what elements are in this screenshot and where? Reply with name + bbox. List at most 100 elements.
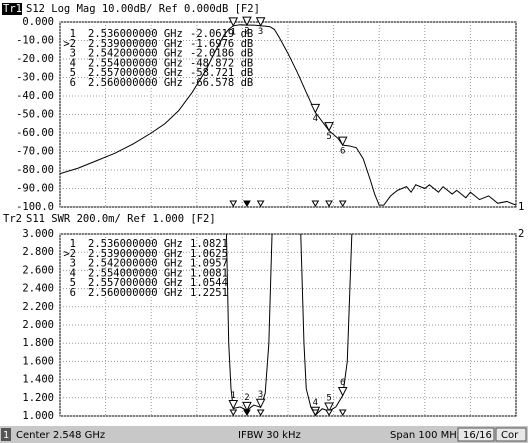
marker: [324, 402, 334, 413]
marker-table-freq: 2.560000000 GHz: [88, 77, 183, 89]
y-tick-label: 2.000: [22, 319, 54, 331]
marker-table-freq: 2.542000000 GHz: [88, 258, 183, 270]
marker-label: 6: [340, 147, 345, 157]
marker: [242, 401, 252, 412]
y-tick-label: 1.200: [22, 392, 54, 404]
marker-table-value: 1.0821: [190, 238, 228, 250]
marker-table-label: 1: [70, 28, 76, 40]
marker-table-freq: 2.557000000 GHz: [88, 67, 183, 79]
y-tick-label: 2.800: [22, 246, 54, 258]
y-tick-label: -100.0: [16, 201, 54, 213]
ifbw: IFBW 30 kHz: [238, 430, 301, 441]
marker-table-label: 6: [70, 287, 76, 299]
marker-label: 4: [313, 398, 318, 408]
marker-position: [229, 200, 238, 207]
marker-table-value: -58.721 dB: [190, 67, 253, 79]
marker-table-value: 1.0957: [190, 258, 228, 270]
marker-table-value: -1.6976 dB: [190, 38, 253, 50]
marker-position: [243, 409, 251, 416]
marker-table-label: 3: [70, 48, 76, 60]
channel: 1: [3, 430, 9, 441]
marker: [324, 122, 334, 132]
marker-table-value: -2.0186 dB: [190, 48, 253, 60]
marker-label: 5: [326, 394, 331, 404]
marker-table-label: 5: [70, 67, 76, 79]
marker-table-value: 1.0625: [190, 248, 228, 260]
marker-table-label: 1: [70, 238, 76, 250]
trace-title: S12 Log Mag 10.00dB/ Ref 0.000dB [F2]: [26, 3, 260, 15]
marker-position: [243, 200, 251, 207]
y-tick-label: 1.000: [22, 410, 54, 422]
marker-label: 1: [231, 391, 236, 401]
y-tick-label: 2.600: [22, 264, 54, 276]
marker-table-label: 4: [70, 57, 76, 69]
marker-label: 2: [244, 27, 249, 37]
marker-label: 3: [258, 390, 263, 400]
marker-table-value: 1.2251: [190, 287, 228, 299]
marker-table-value: -2.0619 dB: [190, 28, 253, 40]
marker: [310, 103, 321, 114]
marker-position: [325, 409, 333, 416]
marker-table-freq: 2.536000000 GHz: [88, 28, 183, 40]
center: Center 2.548 GHz: [16, 430, 105, 441]
y-tick-label: -80.00: [16, 164, 54, 176]
marker-table-label: 5: [70, 277, 76, 289]
marker-table-freq: 2.542000000 GHz: [88, 48, 183, 60]
y-tick-label: 2.400: [22, 283, 54, 295]
y-tick-label: -20.00: [16, 53, 54, 65]
marker-position: [325, 200, 333, 207]
reference-label: 2: [518, 228, 524, 240]
trace-label: Tr2: [3, 213, 22, 225]
marker: [255, 17, 266, 27]
trace: [60, 24, 516, 206]
marker-position: [256, 409, 265, 416]
y-tick-label: 1.400: [22, 374, 54, 386]
marker-label: 6: [340, 378, 345, 388]
y-tick-label: -60.00: [16, 127, 54, 139]
marker: [255, 398, 266, 409]
marker-position: [338, 200, 347, 207]
marker: [242, 16, 252, 27]
marker-table-freq: 2.539000000 GHz: [88, 248, 183, 260]
marker-table-value: 1.0081: [190, 267, 228, 279]
marker-label: 1: [231, 27, 236, 37]
marker-table-value: -48.872 dB: [190, 57, 253, 69]
marker-label: 4: [313, 114, 318, 124]
status-bar: [0, 426, 528, 443]
marker-label: 5: [326, 132, 331, 142]
marker-label: 2: [244, 393, 249, 403]
marker-table-freq: 2.560000000 GHz: [88, 287, 183, 299]
marker-table-freq: 2.539000000 GHz: [88, 38, 183, 50]
y-tick-label: -70.00: [16, 146, 54, 158]
trace-group: [60, 24, 516, 206]
marker: [337, 136, 348, 147]
channel-box: [1, 428, 11, 441]
y-tick-label: 1.600: [22, 355, 54, 367]
trace-title: S11 SWR 200.0m/ Ref 1.000 [F2]: [26, 213, 216, 225]
correction: Cor: [501, 430, 519, 441]
marker-table-label: >2: [63, 248, 76, 260]
y-tick-label: 2.200: [22, 301, 54, 313]
marker-table-freq: 2.554000000 GHz: [88, 267, 183, 279]
y-tick-label: 3.000: [22, 228, 54, 240]
marker-position: [311, 409, 320, 416]
marker-position: [338, 409, 347, 416]
y-tick-label: 0.000: [22, 16, 54, 28]
marker-position: [256, 200, 265, 207]
marker: [337, 387, 348, 397]
count-box: [457, 427, 495, 442]
trace-label: Tr1: [3, 3, 22, 15]
y-tick-label: -50.00: [16, 109, 54, 121]
y-tick-label: -10.00: [16, 35, 54, 47]
marker-table-freq: 2.554000000 GHz: [88, 57, 183, 69]
marker-table-freq: 2.557000000 GHz: [88, 277, 183, 289]
marker-position: [229, 409, 238, 416]
marker-label: 3: [258, 27, 263, 37]
trace-label-box: [2, 3, 22, 15]
marker-table-value: -66.578 dB: [190, 77, 253, 89]
y-tick-label: 1.800: [22, 337, 54, 349]
sweep-count: 16/16: [463, 430, 492, 441]
marker-table-label: >2: [63, 38, 76, 50]
marker-table-value: 1.0544: [190, 277, 228, 289]
